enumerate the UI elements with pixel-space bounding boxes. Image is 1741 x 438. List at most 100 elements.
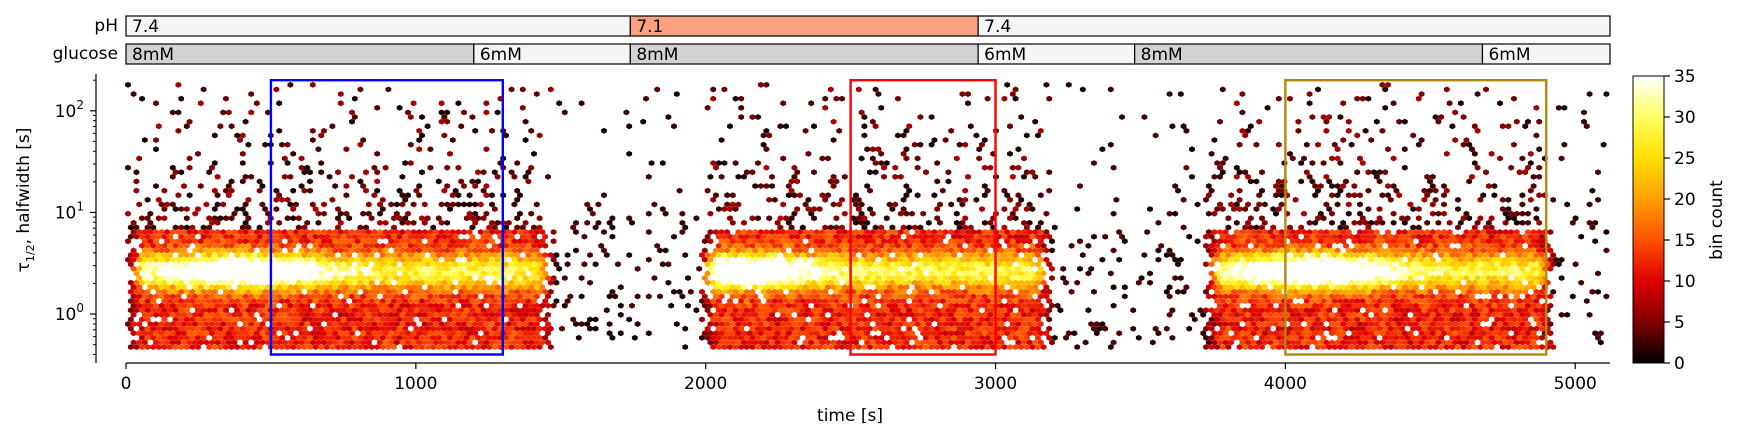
hexbin-cell <box>1032 275 1039 281</box>
hexbin-cell <box>1233 219 1240 226</box>
hexbin-cell <box>1169 123 1176 130</box>
hexbin-cell <box>1009 229 1016 235</box>
hexbin-cell <box>399 192 406 199</box>
hexbin-cell <box>883 261 890 268</box>
hexbin-cell <box>1429 183 1436 189</box>
hexbin-cell <box>195 150 201 157</box>
hexbin-cell <box>1323 118 1330 125</box>
hexbin-cell <box>1455 196 1461 203</box>
hexbin-cell <box>466 229 473 235</box>
hexbin-cell <box>1018 233 1025 240</box>
hexbin-cell <box>480 252 487 258</box>
hexbin-cell <box>1295 265 1302 272</box>
hexbin-cell <box>183 252 190 258</box>
hexbin-cell <box>1441 201 1447 208</box>
condition-segment <box>1134 43 1484 65</box>
hexbin-cell <box>430 252 437 258</box>
hexbin-cell <box>262 242 269 249</box>
hexbin-cell <box>1256 247 1263 254</box>
hexbin-cell <box>892 275 899 281</box>
hexbin-cell <box>861 270 868 277</box>
hexbin-cell <box>640 118 647 125</box>
hexbin-cell <box>1474 247 1481 254</box>
hexbin-cell <box>746 238 753 245</box>
hexbin-cell <box>967 270 974 277</box>
hexbin-cell <box>1245 173 1251 180</box>
hexbin-cell <box>197 229 204 235</box>
hexbin-cell <box>1443 252 1450 258</box>
hexbin-cell <box>1012 270 1019 277</box>
hexbin-cell <box>1259 270 1265 277</box>
hexbin-cell <box>713 192 719 199</box>
hexbin-cell <box>839 224 845 231</box>
hexbin-cell <box>811 261 817 268</box>
hexbin-cell <box>1488 261 1495 268</box>
hexbin-cell <box>256 233 263 240</box>
hexbin-cell <box>785 256 792 263</box>
hexbin-cell <box>416 256 423 263</box>
hexbin-cell <box>377 275 383 281</box>
hexbin-cell <box>1418 265 1425 272</box>
hexbin-cell <box>1497 100 1503 107</box>
hexbin-cell <box>287 265 294 272</box>
hexbin-cell <box>1275 187 1282 194</box>
hexbin-cell <box>1289 155 1296 162</box>
hexbin-cell <box>1004 81 1011 88</box>
hexbin-cell <box>1298 252 1305 258</box>
hexbin-cell <box>1306 265 1313 272</box>
hexbin-cell <box>1511 95 1517 102</box>
hexbin-cell <box>724 265 731 272</box>
hexbin-cell <box>483 210 490 217</box>
hexbin-cell <box>1345 210 1352 217</box>
hexbin-cell <box>1001 261 1008 268</box>
hexbin-cell <box>816 261 823 268</box>
hexbin-cell <box>1516 252 1523 258</box>
hexbin-cell <box>777 242 784 249</box>
hexbin-cell <box>900 196 907 203</box>
hexbin-cell <box>419 261 425 268</box>
hexbin-cell <box>1315 261 1321 268</box>
hexbin-cell <box>248 91 255 97</box>
hexbin-cell <box>1365 169 1372 176</box>
hexbin-cell <box>1049 247 1055 254</box>
condition-segment <box>125 43 475 65</box>
hexbin-cell <box>1337 114 1344 120</box>
hexbin-cell <box>937 247 943 254</box>
hexbin-cell <box>981 219 988 226</box>
hexbin-cell <box>791 164 798 171</box>
hexbin-cell <box>209 164 215 171</box>
hexbin-cell <box>307 261 313 268</box>
hexbin-cell <box>438 265 445 272</box>
hexbin-cell <box>508 270 515 277</box>
hexbin-cell <box>1247 252 1254 258</box>
hexbin-cell <box>217 261 224 268</box>
hexbin-cell <box>1401 118 1408 125</box>
hexbin-cell <box>214 256 221 263</box>
hexbin-cell <box>200 224 207 231</box>
hexbin-cell <box>433 275 439 281</box>
hexbin-cell <box>760 141 767 148</box>
hexbin-cell <box>1418 137 1425 143</box>
condition-segment-text: 6mM <box>1488 45 1530 65</box>
hexbin-cell <box>357 141 364 148</box>
hexbin-cell <box>917 270 924 277</box>
hexbin-cell <box>144 233 151 240</box>
hexbin-cell <box>410 229 417 235</box>
hexbin-cell <box>858 256 865 263</box>
hexbin-cell <box>239 242 246 249</box>
hexbin-cell <box>791 265 798 272</box>
hexbin-cell <box>1547 229 1554 235</box>
hexbin-cell <box>192 247 199 254</box>
hexbin-cell <box>822 270 829 277</box>
hexbin-cell <box>192 229 199 235</box>
hexbin-cell <box>839 196 845 203</box>
hexbin-cell <box>1172 183 1179 189</box>
hexbin-cell <box>1233 201 1240 208</box>
hexbin-cell <box>1278 183 1285 189</box>
hexbin-cell <box>886 275 893 281</box>
hexbin-cell <box>237 238 243 245</box>
hexbin-cell <box>721 160 728 166</box>
hexbin-cell <box>354 265 361 272</box>
hexbin-cell <box>155 270 162 277</box>
hexbin-cell <box>301 224 308 231</box>
